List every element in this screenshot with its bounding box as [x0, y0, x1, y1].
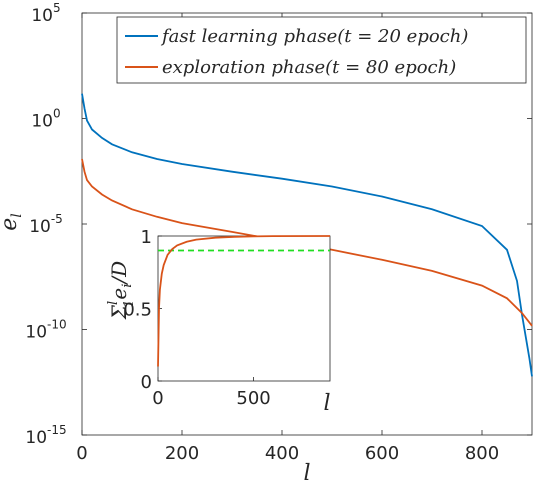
inset-y-label-e: e	[107, 288, 131, 300]
inset-y-tick-label: 1	[141, 227, 152, 248]
main-x-tick-label: 400	[265, 443, 299, 464]
inset-y-tick-label: 0.5	[123, 300, 152, 321]
main-y-axis-label: el	[0, 213, 25, 231]
main-y-tick-label: 105	[31, 1, 60, 26]
inset-series-line-0	[157, 235, 331, 367]
inset-y-label-i: i	[120, 284, 135, 288]
legend-box	[116, 16, 527, 84]
svg-text:el: el	[0, 213, 25, 231]
inset-y-tick-label: 0	[141, 372, 152, 393]
inset-x-tick-label: 500	[236, 388, 270, 409]
main-series-line-0	[81, 93, 533, 377]
main-x-tick-label: 0	[76, 443, 87, 464]
main-x-tick-label: 200	[165, 443, 199, 464]
main-y-tick-label: 100	[31, 107, 60, 132]
legend: fast learning phase(t = 20 epoch) explor…	[116, 16, 527, 84]
inset-x-axis-label: l	[323, 391, 330, 416]
main-series-group	[81, 93, 533, 377]
inset-x-tick-label: 0	[152, 388, 163, 409]
main-y-axis-label-sub: l	[9, 213, 25, 217]
legend-label-exploration: exploration phase(t = 80 epoch)	[162, 57, 456, 78]
main-x-axis-label: l	[303, 461, 310, 486]
main-y-axis-label-base: e	[0, 218, 22, 231]
svg-text:Σl1ei/D: Σl1ei/D	[106, 261, 137, 320]
main-y-tick-label: 10-15	[25, 423, 66, 448]
inset-y-label-sub: 1	[122, 300, 137, 308]
inset-y-label-sup: l	[106, 301, 121, 305]
legend-label-fast-learning: fast learning phase(t = 20 epoch)	[160, 26, 468, 47]
inset-series-group	[157, 235, 331, 367]
inset-y-axis-label: Σl1ei/D	[106, 261, 137, 320]
main-y-tick-label: 10-5	[29, 212, 63, 237]
main-y-tick-label: 10-10	[25, 318, 66, 343]
main-x-tick-label: 800	[465, 443, 499, 464]
inset-y-label-end: /D	[107, 261, 131, 286]
inset-y-label-sigma: Σ	[107, 304, 131, 320]
main-x-tick-label: 600	[365, 443, 399, 464]
main-series-line-1	[81, 158, 533, 327]
inset-plot-area	[157, 235, 331, 382]
